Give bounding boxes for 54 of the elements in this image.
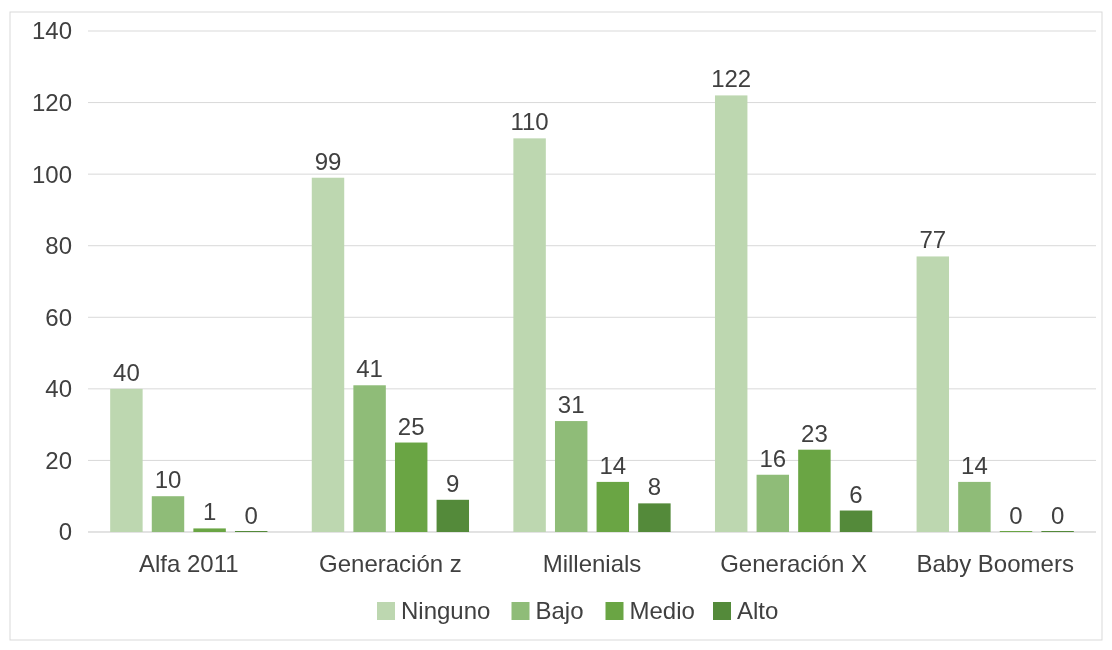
y-tick-label: 140 <box>31 17 72 45</box>
data-label: 0 <box>1009 502 1023 529</box>
bar <box>436 499 470 532</box>
y-tick-label: 0 <box>58 518 72 546</box>
data-label: 16 <box>759 444 787 472</box>
data-label: 14 <box>599 451 627 479</box>
data-label: 0 <box>244 502 258 529</box>
data-label: 77 <box>919 226 947 254</box>
data-label: 99 <box>314 147 342 175</box>
bar <box>798 449 831 532</box>
data-label: 122 <box>711 65 752 93</box>
legend-label: Ninguno <box>401 597 491 625</box>
x-tick-label: Baby Boomers <box>916 550 1074 577</box>
x-tick-label: Alfa 2011 <box>138 550 239 577</box>
data-label: 0 <box>1050 502 1065 529</box>
x-tick-label: Millenials <box>542 550 642 577</box>
data-label: 25 <box>397 412 425 440</box>
data-label: 6 <box>849 480 863 508</box>
y-tick-label: 120 <box>31 88 72 116</box>
bar <box>554 421 588 532</box>
y-tick-label: 80 <box>45 232 72 260</box>
bar <box>714 95 748 532</box>
data-label: 23 <box>801 419 828 447</box>
bar <box>596 481 630 532</box>
bar <box>916 256 950 532</box>
bar <box>638 503 671 532</box>
legend-label: Alto <box>737 597 779 625</box>
data-label: 10 <box>154 466 182 494</box>
y-tick-label: 40 <box>45 375 72 403</box>
x-tick-label: Generación X <box>720 550 867 577</box>
legend-label: Medio <box>629 597 695 625</box>
data-label: 41 <box>356 355 383 383</box>
bar <box>958 481 991 532</box>
data-label: 1 <box>202 498 217 526</box>
legend-label: Bajo <box>535 597 584 625</box>
bar <box>394 442 428 532</box>
y-tick-label: 60 <box>45 303 72 331</box>
data-label: 14 <box>961 451 988 479</box>
data-label: 40 <box>113 358 140 386</box>
bar <box>193 528 226 532</box>
x-tick-label: Generación z <box>319 550 462 577</box>
y-tick-label: 20 <box>45 446 72 474</box>
bar <box>110 388 143 532</box>
data-label: 8 <box>647 473 662 501</box>
bar <box>151 496 185 532</box>
bar <box>839 510 873 532</box>
bar <box>513 138 546 532</box>
data-label: 9 <box>446 469 460 497</box>
bar <box>311 177 345 532</box>
bar <box>756 474 790 532</box>
data-label: 110 <box>510 108 549 136</box>
data-label: 31 <box>557 391 585 419</box>
bar <box>353 385 386 532</box>
y-tick-label: 100 <box>31 160 72 188</box>
